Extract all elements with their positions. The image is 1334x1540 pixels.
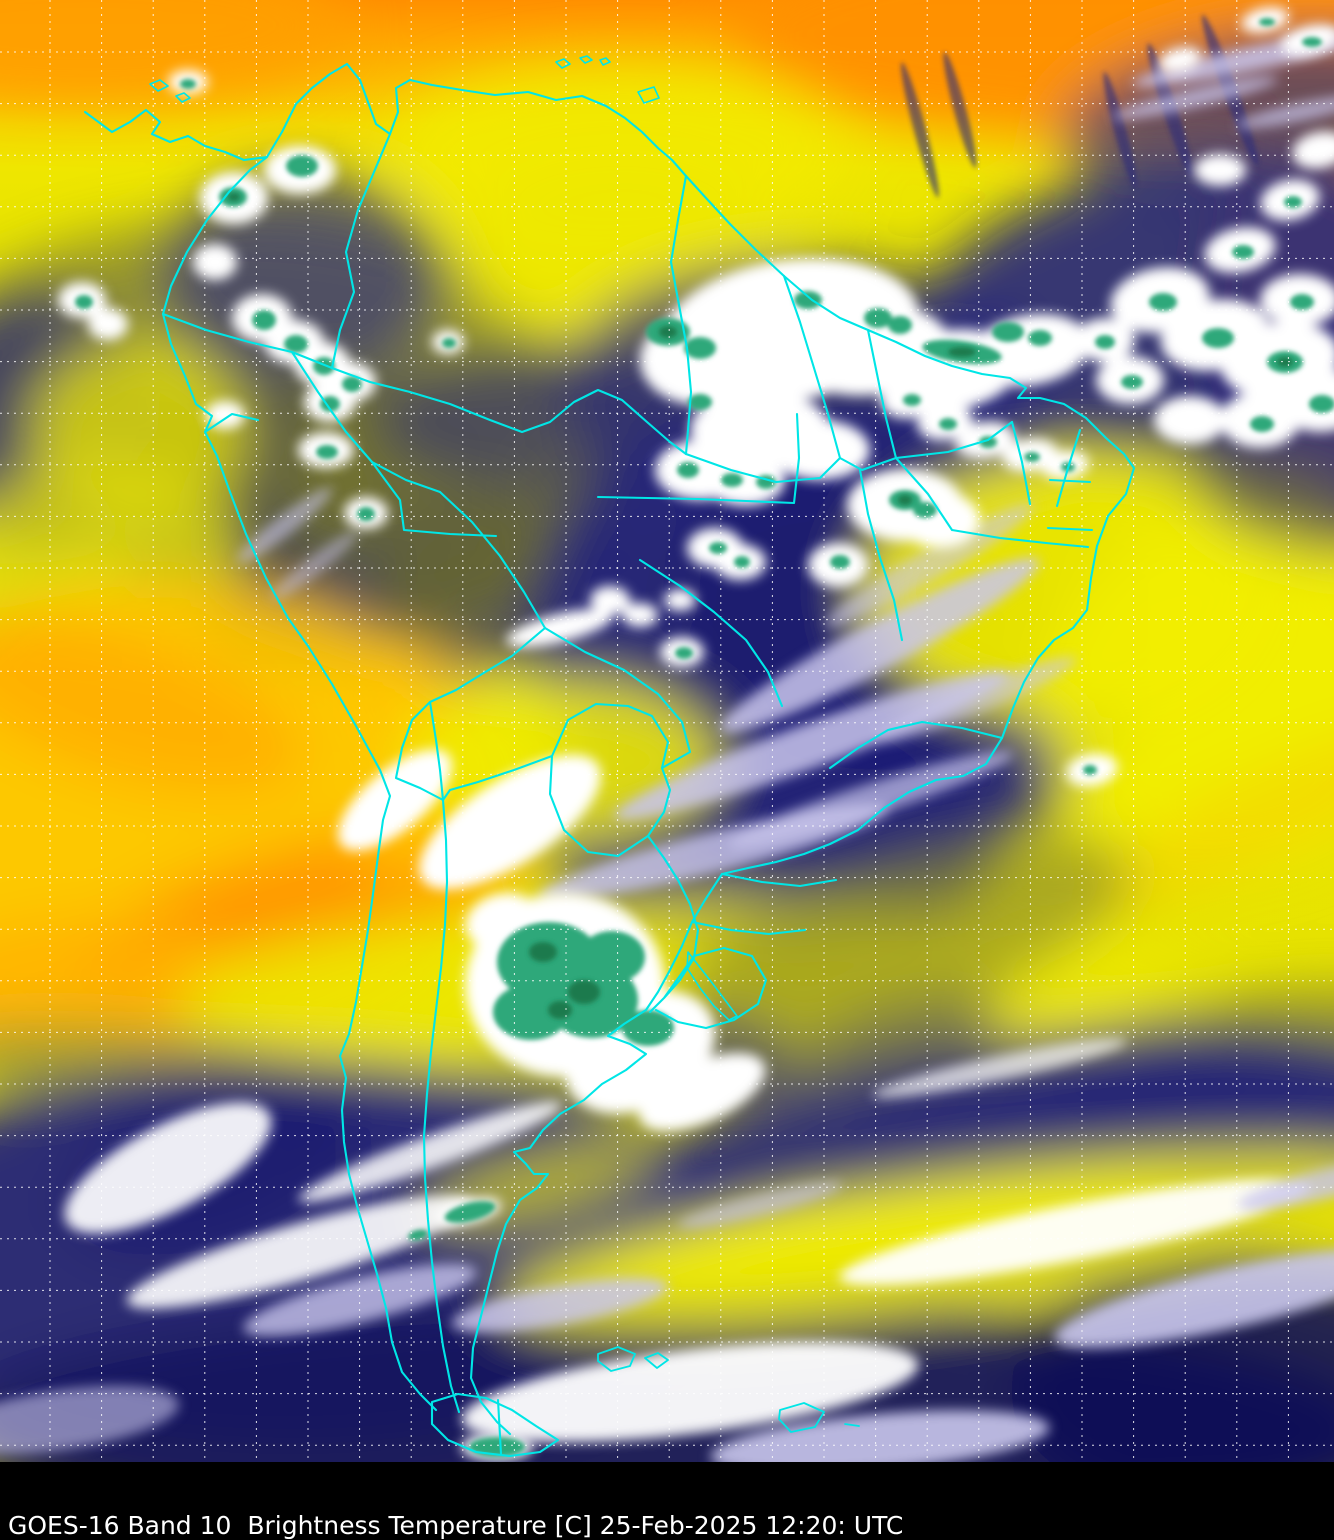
caption-text: GOES-16 Band 10 Brightness Temperature [… — [8, 1510, 904, 1540]
lagoa-dos-patos — [686, 951, 738, 1021]
south-atlantic-islands — [597, 1346, 860, 1433]
border-paraguay — [441, 702, 672, 858]
border-argentina-paraguay-uruguay — [646, 834, 768, 1030]
tierra-del-fuego — [430, 1392, 560, 1458]
border-peru-brazil — [370, 460, 547, 630]
regional-tints-layer — [0, 0, 1334, 1462]
cirrus-streaks-layer — [0, 29, 1334, 1462]
country-borders — [83, 55, 1136, 1458]
brazil-state-borders — [596, 412, 1094, 936]
continent-coastline — [83, 62, 1136, 1436]
satellite-image-canvas — [0, 0, 1334, 1462]
caption-bar: GOES-16 Band 10 Brightness Temperature [… — [0, 1462, 1334, 1540]
border-bolivia-brazil — [543, 626, 692, 770]
convective-cores-dark-layer — [228, 193, 1293, 1019]
caribbean-islands — [149, 55, 660, 104]
border-colombia-venezuela — [330, 132, 392, 370]
satellite-map — [0, 0, 1334, 1462]
border-peru-bolivia-chile — [394, 626, 547, 802]
border-ecuador-colombia-peru — [161, 312, 442, 494]
border-chile-argentina — [422, 798, 461, 1414]
border-guianas — [684, 274, 1014, 484]
border-venezuela-south — [330, 174, 693, 456]
